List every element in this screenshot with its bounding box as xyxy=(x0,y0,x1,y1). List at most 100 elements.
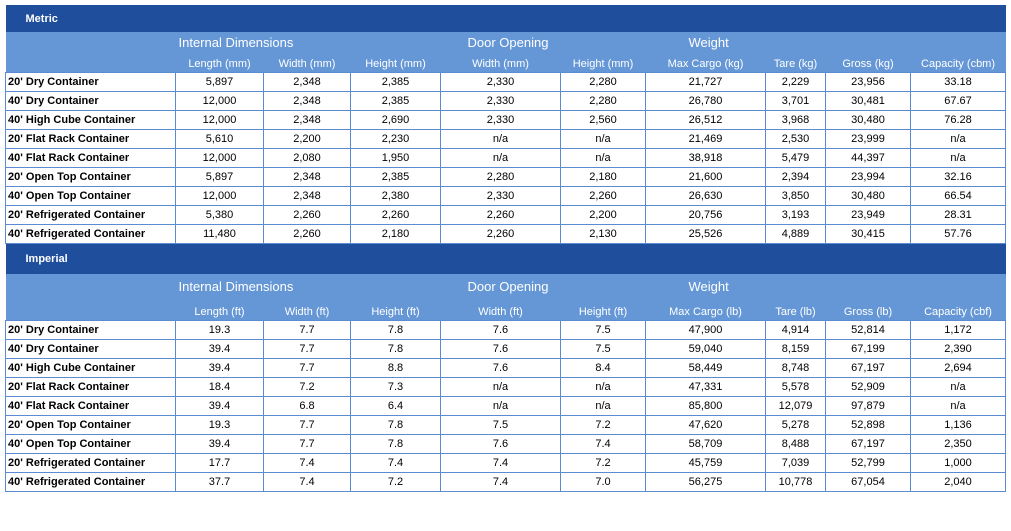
cell: 8,488 xyxy=(765,434,826,454)
cell: 7.4 xyxy=(440,472,561,492)
cell: 39.4 xyxy=(175,396,264,416)
cell: 67,054 xyxy=(825,472,911,492)
cell: 7.2 xyxy=(350,472,441,492)
cell: 39.4 xyxy=(175,339,264,359)
cell: 32.16 xyxy=(909,166,1007,187)
cell: 2,348 xyxy=(263,166,351,187)
column-header: Capacity (cbm) xyxy=(910,52,1006,72)
cell: n/a xyxy=(910,377,1006,397)
cell: 8.4 xyxy=(560,358,646,378)
cell: 26,512 xyxy=(645,109,766,130)
cell: 58,449 xyxy=(645,358,766,378)
cell: 19.3 xyxy=(175,320,264,340)
cell: 47,900 xyxy=(645,320,766,340)
column-header: Width (mm) xyxy=(440,52,561,72)
cell: 2,080 xyxy=(263,147,351,168)
group-header: Weight xyxy=(645,273,1006,299)
cell: 7.8 xyxy=(350,415,441,435)
cell: 23,949 xyxy=(825,204,911,225)
cell: 21,727 xyxy=(645,71,766,92)
column-header: Capacity (cbf) xyxy=(910,298,1006,321)
cell: 44,397 xyxy=(825,147,911,168)
column-header: Gross (kg) xyxy=(825,52,911,72)
data-row: 40' Flat Rack Container 12,000 2,080 1,950 n… xyxy=(5,147,1007,168)
cell: 26,630 xyxy=(645,185,766,206)
cell: 2,385 xyxy=(350,71,441,92)
cell: 7.8 xyxy=(350,434,441,454)
cell: 7.4 xyxy=(263,472,351,492)
cell: 2,280 xyxy=(440,166,561,187)
section-title: Metric xyxy=(5,5,1006,32)
cell: 38,918 xyxy=(645,147,766,168)
cell: 7.7 xyxy=(263,434,351,454)
group-header: Internal Dimensions xyxy=(175,273,441,299)
cell: 67.67 xyxy=(909,90,1007,111)
row-label: 40' Refrigerated Container xyxy=(5,472,176,492)
cell: 2,180 xyxy=(350,223,441,244)
data-row: 40' Refrigerated Container 11,480 2,260 2,1… xyxy=(5,223,1007,244)
column-header-row: Length (mm) Width (mm) Height (mm) Width (m… xyxy=(5,52,1006,72)
cell: 7.3 xyxy=(350,377,441,397)
cell: 7.5 xyxy=(560,320,646,340)
group-header: Door Opening xyxy=(440,32,646,52)
column-header: Max Cargo (kg) xyxy=(645,52,766,72)
cell: 56,275 xyxy=(645,472,766,492)
cell: 8,748 xyxy=(765,358,826,378)
cell: 12,079 xyxy=(765,396,826,416)
cell: 2,330 xyxy=(440,109,561,130)
data-row: 20' Flat Rack Container 5,610 2,200 2,230 n/… xyxy=(5,128,1007,149)
cell: 2,380 xyxy=(350,185,441,206)
cell: 5,897 xyxy=(175,71,264,92)
cell: 2,260 xyxy=(440,223,561,244)
cell: 2,260 xyxy=(263,223,351,244)
group-header-row: Internal Dimensions Door Opening Weight xyxy=(5,273,1006,299)
row-label: 20' Flat Rack Container xyxy=(5,377,176,397)
empty-header xyxy=(5,32,176,52)
cell: 1,000 xyxy=(910,453,1006,473)
cell: 52,898 xyxy=(825,415,911,435)
cell: 2,200 xyxy=(263,128,351,149)
data-row: 40' Flat Rack Container 39.4 6.8 6.4 n/a n/a 8… xyxy=(5,396,1006,416)
group-header: Weight xyxy=(645,32,1006,52)
cell: n/a xyxy=(909,128,1007,149)
cell: 5,897 xyxy=(175,166,264,187)
cell: n/a xyxy=(440,128,561,149)
cell: 67,197 xyxy=(825,434,911,454)
cell: 2,385 xyxy=(350,90,441,111)
cell: 2,229 xyxy=(765,71,826,92)
cell: 37.7 xyxy=(175,472,264,492)
cell: 25,526 xyxy=(645,223,766,244)
cell: 12,000 xyxy=(175,147,264,168)
cell: 10,778 xyxy=(765,472,826,492)
cell: 7.2 xyxy=(560,415,646,435)
empty-header xyxy=(5,52,176,72)
cell: 39.4 xyxy=(175,434,264,454)
cell: 39.4 xyxy=(175,358,264,378)
cell: 4,914 xyxy=(765,320,826,340)
cell: n/a xyxy=(560,377,646,397)
cell: 5,479 xyxy=(765,147,826,168)
data-row: 40' Dry Container 12,000 2,348 2,385 2,330 2,… xyxy=(5,90,1007,111)
section-bar: Imperial xyxy=(5,243,1006,274)
cell: 2,330 xyxy=(440,71,561,92)
cell: 2,394 xyxy=(765,166,826,187)
cell: 7.4 xyxy=(440,453,561,473)
cell: 67,199 xyxy=(825,339,911,359)
cell: 6.8 xyxy=(263,396,351,416)
cell: 97,879 xyxy=(825,396,911,416)
column-header: Length (mm) xyxy=(175,52,264,72)
data-row: 20' Refrigerated Container 5,380 2,260 2,26… xyxy=(5,204,1007,225)
cell: 7.2 xyxy=(263,377,351,397)
cell: n/a xyxy=(560,396,646,416)
empty-header xyxy=(5,298,176,321)
cell: 5,380 xyxy=(175,204,264,225)
cell: 2,260 xyxy=(350,204,441,225)
cell: n/a xyxy=(440,147,561,168)
cell: 2,530 xyxy=(765,128,826,149)
column-header: Length (ft) xyxy=(175,298,264,321)
cell: 28.31 xyxy=(909,204,1007,225)
cell: 7.8 xyxy=(350,339,441,359)
cell: 21,469 xyxy=(645,128,766,149)
section-bar: Metric xyxy=(5,5,1006,32)
data-row: 40' Open Top Container 12,000 2,348 2,380 2,… xyxy=(5,185,1007,206)
